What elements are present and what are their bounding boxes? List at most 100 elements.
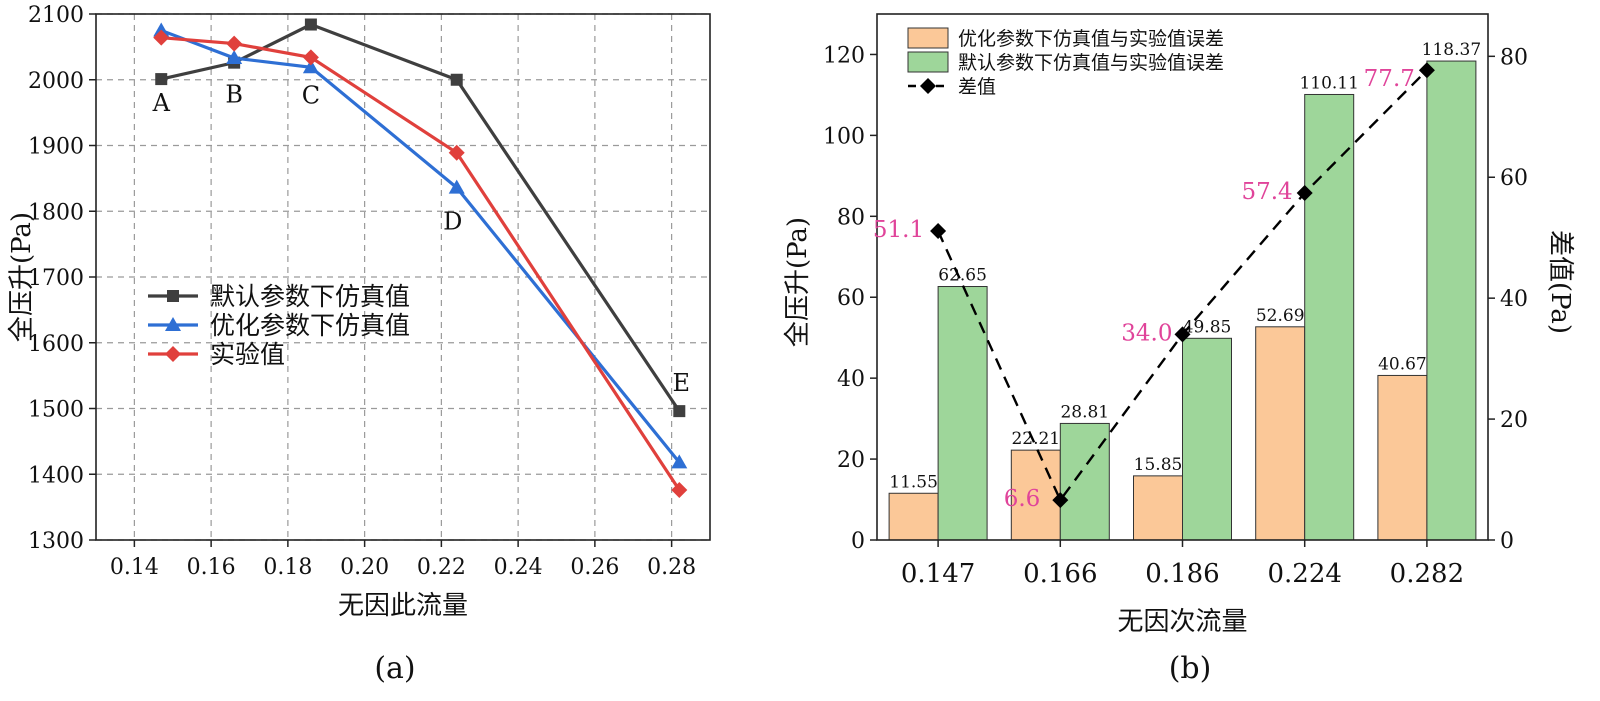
point-label: E	[673, 369, 691, 397]
y-tick-label: 120	[823, 43, 865, 68]
y-tick-label: 40	[837, 367, 865, 392]
legend-marker-diamond	[920, 78, 936, 94]
y-tick-label: 2000	[28, 69, 84, 94]
point-label: D	[443, 208, 462, 236]
legend-swatch-0	[907, 27, 949, 49]
y-right-tick-label: 60	[1500, 166, 1528, 191]
bar-value-label: 49.85	[1183, 317, 1232, 337]
y-tick-label: 20	[837, 448, 865, 473]
plot-frame	[876, 13, 1489, 541]
y-axis-title: 全压升(Pa)	[7, 212, 37, 342]
legend-marker-triangle	[165, 317, 181, 331]
bar-series-1	[937, 286, 988, 541]
y-tick-label: 1800	[28, 200, 84, 225]
bar-value-label: 15.85	[1134, 455, 1183, 475]
diff-point-diamond	[1052, 492, 1069, 509]
bar-value-label: 62.65	[938, 266, 987, 286]
bar-series-0	[888, 492, 939, 541]
bar-value-label: 40.67	[1378, 354, 1427, 374]
data-point-triangle	[153, 22, 170, 37]
x-tick-label: 0.18	[263, 555, 312, 580]
legend-entry: 默认参数下仿真值与实验值误差	[958, 52, 1224, 74]
x-tick-label: 0.224	[1267, 559, 1341, 589]
x-tick-label: 0.186	[1145, 559, 1219, 589]
bar-value-label: 52.69	[1256, 306, 1305, 326]
diff-value-label: 34.0	[1121, 320, 1172, 346]
y-axis-title: 全压升(Pa)	[783, 217, 813, 347]
y-tick-label: 100	[823, 124, 865, 149]
diff-point-diamond	[1174, 326, 1191, 343]
data-point-square	[673, 405, 686, 418]
bar-series-0	[1133, 475, 1183, 541]
y-right-axis-title: 差值(Pa)	[1545, 230, 1575, 334]
y-right-tick-label: 40	[1500, 287, 1528, 312]
legend-entry: 默认参数下仿真值	[210, 282, 410, 311]
data-point-triangle	[448, 179, 465, 194]
legend-marker-square	[167, 290, 179, 302]
data-point-square	[450, 73, 463, 86]
panel-label-a: (a)	[374, 651, 415, 686]
diff-value-label: 51.1	[873, 217, 924, 243]
panel-label-b: (b)	[1169, 651, 1212, 686]
point-label: A	[152, 89, 171, 117]
data-point-square	[304, 18, 317, 31]
legend-entry: 差值	[958, 76, 996, 98]
diff-value-label: 6.6	[1004, 486, 1041, 512]
diff-value-label: 57.4	[1241, 179, 1292, 205]
data-point-diamond	[226, 35, 243, 52]
bar-series-1	[1304, 93, 1355, 541]
x-tick-label: 0.282	[1390, 559, 1464, 589]
point-label: B	[225, 81, 243, 109]
data-point-triangle	[671, 454, 688, 469]
diff-point-diamond	[930, 223, 947, 240]
bar-series-0	[1377, 374, 1428, 541]
y-tick-label: 1900	[28, 135, 84, 160]
y-tick-label: 1700	[28, 266, 84, 291]
x-tick-label: 0.20	[340, 555, 389, 580]
x-axis-title: 无因此流量	[338, 591, 468, 621]
bar-value-label: 28.81	[1060, 402, 1109, 422]
y-right-tick-label: 20	[1500, 408, 1528, 433]
x-axis-title: 无因次流量	[1117, 607, 1247, 637]
y-right-tick-label: 0	[1500, 529, 1514, 554]
y-tick-label: 1500	[28, 398, 84, 423]
data-point-diamond	[302, 49, 319, 66]
x-tick-label: 0.22	[417, 555, 466, 580]
x-tick-label: 0.166	[1023, 559, 1097, 589]
data-point-diamond	[671, 482, 688, 499]
y-tick-label: 80	[837, 205, 865, 230]
legend-entry: 优化参数下仿真值	[210, 311, 410, 340]
data-point-square	[155, 73, 168, 86]
x-tick-label: 0.14	[110, 555, 159, 580]
data-point-diamond	[153, 29, 170, 46]
x-tick-label: 0.28	[647, 555, 696, 580]
x-tick-label: 0.26	[570, 555, 619, 580]
y-tick-label: 2100	[28, 3, 84, 28]
data-point-diamond	[448, 144, 465, 161]
data-point-triangle	[226, 50, 243, 65]
y-right-tick-label: 80	[1500, 45, 1528, 70]
legend-swatch-1	[907, 51, 949, 73]
legend-entry: 实验值	[210, 340, 285, 369]
bar-series-1	[1426, 60, 1477, 541]
x-tick-label: 0.24	[494, 555, 543, 580]
bar-value-label: 118.37	[1422, 40, 1481, 60]
x-tick-label: 0.16	[187, 555, 236, 580]
bar-series-1	[1059, 422, 1110, 541]
y-tick-label: 1400	[28, 463, 84, 488]
bar-value-label: 11.55	[889, 472, 938, 492]
diff-point-diamond	[1418, 62, 1435, 79]
y-tick-label: 1300	[28, 529, 84, 554]
bar-series-1	[1182, 337, 1232, 541]
x-tick-label: 0.147	[901, 559, 975, 589]
legend-entry: 优化参数下仿真值与实验值误差	[958, 28, 1224, 50]
diff-value-label: 77.7	[1364, 66, 1415, 92]
plot-frame	[95, 13, 711, 541]
y-tick-label: 0	[851, 529, 865, 554]
y-tick-label: 60	[837, 286, 865, 311]
panel-a-line-chart: 0.14 0.16 0.18 0.20 0.22 0.24 0.26 0.28 1300 1400…	[7, 3, 711, 686]
legend-marker-diamond	[165, 346, 181, 362]
y-tick-label: 1600	[28, 332, 84, 357]
